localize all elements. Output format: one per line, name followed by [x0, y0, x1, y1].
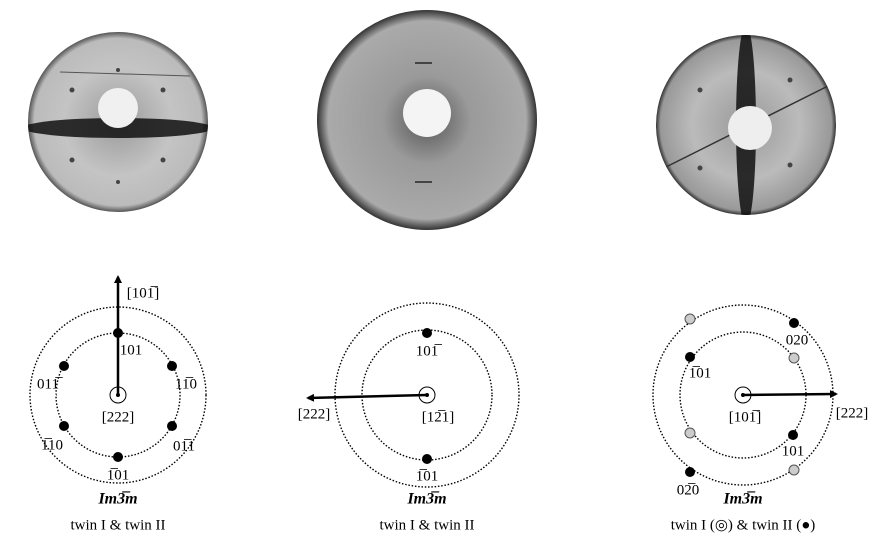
- label: [222]: [298, 406, 331, 422]
- label: 020: [786, 332, 809, 348]
- label: 1̅01: [107, 467, 130, 483]
- label: [12̅1]: [422, 409, 455, 425]
- label: 101̅: [416, 343, 443, 359]
- label: 101: [120, 342, 143, 358]
- caption: twin I & twin II: [71, 517, 166, 533]
- diffraction-image: [23, 22, 213, 224]
- label: 11̅0: [175, 376, 197, 392]
- diffraction-image: [317, 10, 537, 230]
- stereogram: [101̅] 101 011̅ 11̅0 1̅10 01̅1 1̅01 [222…: [30, 277, 206, 533]
- label: [222]: [836, 405, 869, 421]
- label: 02̅0: [677, 482, 700, 498]
- label: [101̅]: [127, 285, 160, 301]
- label: 1̅01: [416, 468, 439, 484]
- space-group: Im3̅m: [406, 490, 446, 508]
- label: 1̅10: [41, 437, 63, 453]
- label: 1̅01: [689, 365, 712, 381]
- stereogram: 020 1̅01 101 02̅0 [101̅] [222] Im3̅m twi…: [653, 305, 868, 533]
- space-group: Im3̅m: [97, 490, 137, 508]
- label: 01̅1: [173, 438, 195, 454]
- label: 101: [782, 443, 805, 459]
- label: [222]: [102, 409, 135, 425]
- figure: [101̅] 101 011̅ 11̅0 1̅10 01̅1 1̅01 [222…: [0, 0, 875, 552]
- space-group: Im3̅m: [722, 490, 762, 508]
- diffraction-image: [656, 25, 836, 225]
- stereogram: 101̅ 1̅01 [222] [12̅1] Im3̅m twin I & tw…: [298, 303, 519, 533]
- label: [101̅]: [729, 409, 762, 425]
- caption: twin I & twin II: [380, 517, 475, 533]
- label: 011̅: [37, 376, 63, 392]
- caption: twin I (◎) & twin II (●): [671, 517, 816, 533]
